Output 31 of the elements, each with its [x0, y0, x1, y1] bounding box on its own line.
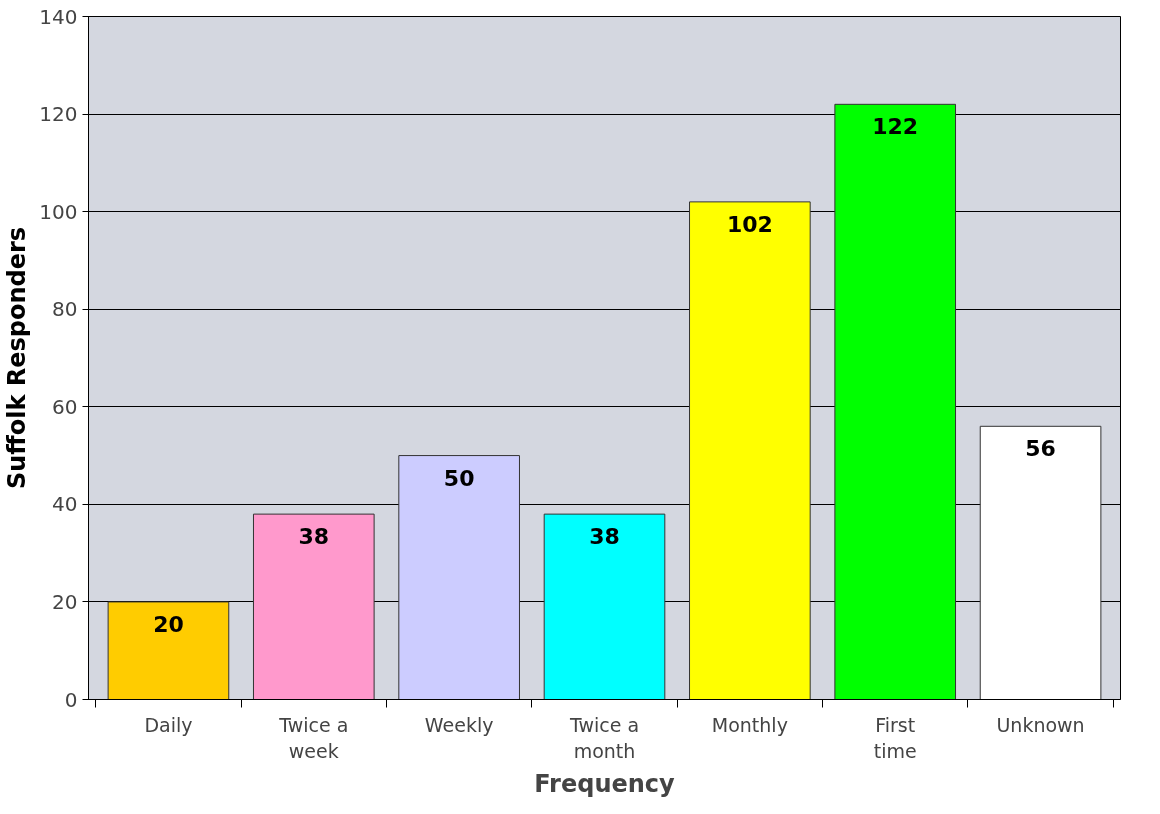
- x-tick-label: Twice a month: [568, 713, 640, 762]
- x-tick-label: Unknown: [996, 713, 1085, 736]
- bar: [543, 513, 666, 700]
- y-tick-label: 60: [52, 394, 78, 419]
- y-tick-label: 140: [39, 4, 78, 29]
- x-tick-label: Monthly: [711, 713, 788, 736]
- y-axis-title: Suffolk Responders: [3, 226, 32, 490]
- y-tick-label: 80: [52, 297, 78, 322]
- x-tick-label: Daily: [144, 713, 193, 736]
- x-tick-label: Twice a week: [278, 713, 349, 762]
- bar: [398, 455, 520, 700]
- bar: [107, 601, 230, 700]
- data-label: 102: [726, 211, 773, 237]
- data-label: 122: [872, 114, 919, 140]
- data-label: 20: [153, 611, 184, 637]
- x-tick-label: First time: [873, 713, 917, 762]
- data-label: 38: [589, 524, 620, 550]
- x-axis-title: Frequency: [534, 769, 676, 798]
- bar: [689, 201, 811, 700]
- y-tick-label: 0: [64, 687, 78, 712]
- bar: [834, 103, 957, 700]
- y-tick-label: 120: [39, 102, 78, 127]
- y-tick-label: 40: [52, 492, 78, 517]
- bar: [252, 513, 375, 700]
- data-label: 50: [443, 465, 475, 491]
- data-label: 38: [298, 524, 330, 550]
- y-tick-label: 100: [39, 199, 78, 224]
- x-tick-label: Weekly: [424, 713, 494, 736]
- y-tick-label: 20: [52, 589, 78, 614]
- data-label: 56: [1025, 436, 1056, 462]
- bar: [979, 425, 1102, 700]
